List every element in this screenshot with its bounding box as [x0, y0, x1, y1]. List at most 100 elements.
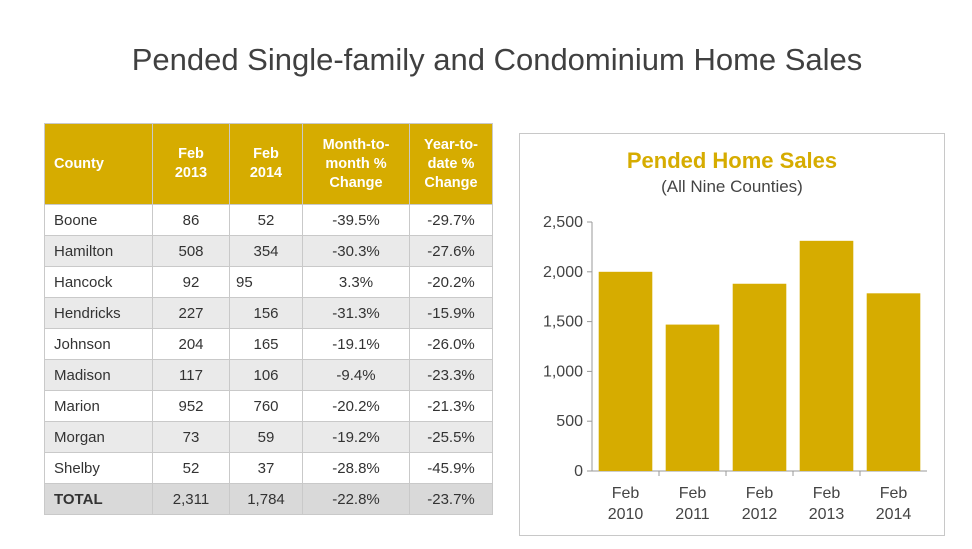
- cell-county: Boone: [44, 204, 153, 236]
- cell-feb-2014: 165: [229, 328, 303, 360]
- header-line: date %: [427, 155, 475, 172]
- cell-feb-2014: 156: [229, 297, 303, 329]
- y-tick-label: 500: [556, 413, 583, 430]
- x-tick-label: Feb: [813, 485, 841, 502]
- cell-month-change: -28.8%: [302, 452, 410, 484]
- cell-feb-2013: 92: [152, 266, 230, 298]
- header-year-to-date: Year-to- date % Change: [409, 123, 493, 205]
- bar: [665, 324, 720, 471]
- cell-feb-2013: 204: [152, 328, 230, 360]
- cell-feb-2013: 952: [152, 390, 230, 422]
- cell-feb-2014: 760: [229, 390, 303, 422]
- table-header-row: County Feb 2013 Feb 2014 Month-to- month…: [44, 123, 493, 205]
- table-row: Johnson 204 165 -19.1% -26.0%: [44, 328, 493, 360]
- x-tick-label: Feb: [880, 485, 908, 502]
- cell-county: Hamilton: [44, 235, 153, 267]
- header-line: Month-to-: [322, 136, 390, 153]
- bar: [799, 240, 854, 471]
- table-row: Marion 952 760 -20.2% -21.3%: [44, 390, 493, 422]
- cell-month-change: -9.4%: [302, 359, 410, 391]
- cell-ytd-change: -25.5%: [409, 421, 493, 453]
- table-total-row: TOTAL 2,311 1,784 -22.8% -23.7%: [44, 483, 493, 515]
- header-line: month %: [325, 155, 387, 172]
- cell-ytd-change: -27.6%: [409, 235, 493, 267]
- table-row: Hendricks 227 156 -31.3% -15.9%: [44, 297, 493, 329]
- header-line: Change: [424, 174, 478, 191]
- header-line: Feb: [178, 146, 204, 162]
- cell-ytd-change: -26.0%: [409, 328, 493, 360]
- bar: [732, 283, 787, 471]
- cell-ytd-change: -45.9%: [409, 452, 493, 484]
- bar: [598, 271, 653, 471]
- cell-month-change: -31.3%: [302, 297, 410, 329]
- cell-month-change: 3.3%: [302, 266, 410, 298]
- pended-sales-chart: Pended Home Sales (All Nine Counties) 0 5…: [519, 133, 945, 536]
- x-tick-label: 2012: [742, 506, 778, 523]
- cell-county: Shelby: [44, 452, 153, 484]
- cell-month-change: -19.2%: [302, 421, 410, 453]
- cell-feb-2013: 2,311: [152, 483, 230, 515]
- chart-subtitle: (All Nine Counties): [661, 177, 803, 196]
- y-tick-label: 2,000: [543, 264, 583, 281]
- table-row: Boone 86 52 -39.5% -29.7%: [44, 204, 493, 236]
- cell-ytd-change: -23.7%: [409, 483, 493, 515]
- x-tick-label: Feb: [612, 485, 640, 502]
- chart-plot: 0 500 1,000 1,500 2,000 2,500 Feb 2010 Feb 2011 Fe…: [543, 214, 927, 523]
- x-tick-label: Feb: [679, 485, 707, 502]
- cell-feb-2013: 508: [152, 235, 230, 267]
- cell-county: Marion: [44, 390, 153, 422]
- chart-title: Pended Home Sales: [626, 148, 838, 173]
- table-row: Morgan 73 59 -19.2% -25.5%: [44, 421, 493, 453]
- cell-ytd-change: -29.7%: [409, 204, 493, 236]
- x-tick-label: 2010: [608, 506, 644, 523]
- cell-county: Hendricks: [44, 297, 153, 329]
- y-tick-label: 1,000: [543, 363, 583, 380]
- cell-county: Madison: [44, 359, 153, 391]
- header-line: Feb: [253, 146, 279, 162]
- cell-county: TOTAL: [44, 483, 153, 515]
- header-feb-2013: Feb 2013: [152, 123, 230, 205]
- county-sales-table: County Feb 2013 Feb 2014 Month-to- month…: [44, 123, 493, 515]
- table-row: Hamilton 508 354 -30.3% -27.6%: [44, 235, 493, 267]
- cell-feb-2013: 227: [152, 297, 230, 329]
- cell-ytd-change: -23.3%: [409, 359, 493, 391]
- cell-month-change: -39.5%: [302, 204, 410, 236]
- cell-month-change: -30.3%: [302, 235, 410, 267]
- header-feb-2014: Feb 2014: [229, 123, 303, 205]
- cell-feb-2014: 52: [229, 204, 303, 236]
- cell-feb-2013: 86: [152, 204, 230, 236]
- cell-feb-2014: 354: [229, 235, 303, 267]
- x-tick-label: 2014: [876, 506, 912, 523]
- x-tick-label: 2011: [675, 506, 710, 523]
- y-tick-label: 0: [574, 463, 583, 480]
- cell-ytd-change: -21.3%: [409, 390, 493, 422]
- cell-feb-2013: 117: [152, 359, 230, 391]
- header-line: Year-to-: [424, 136, 478, 153]
- cell-month-change: -22.8%: [302, 483, 410, 515]
- cell-feb-2014: 1,784: [229, 483, 303, 515]
- cell-feb-2014: 106: [229, 359, 303, 391]
- table-row: Madison 117 106 -9.4% -23.3%: [44, 359, 493, 391]
- header-month-to-month: Month-to- month % Change: [302, 123, 410, 205]
- cell-month-change: -20.2%: [302, 390, 410, 422]
- slide-title: Pended Single-family and Condominium Hom…: [131, 42, 863, 77]
- header-county: County: [44, 123, 153, 205]
- cell-county: Morgan: [44, 421, 153, 453]
- cell-ytd-change: -20.2%: [409, 266, 493, 298]
- table-row: Shelby 52 37 -28.8% -45.9%: [44, 452, 493, 484]
- header-line: 2014: [249, 165, 283, 181]
- header-line: 2013: [174, 165, 208, 181]
- table-row: Hancock 92 95 3.3% -20.2%: [44, 266, 493, 298]
- bar: [866, 293, 921, 471]
- cell-county: Hancock: [44, 266, 153, 298]
- x-tick-label: Feb: [746, 485, 774, 502]
- cell-feb-2014: 37: [229, 452, 303, 484]
- header-line: Change: [329, 174, 383, 191]
- y-tick-label: 2,500: [543, 214, 583, 231]
- cell-ytd-change: -15.9%: [409, 297, 493, 329]
- cell-feb-2013: 73: [152, 421, 230, 453]
- cell-feb-2013: 52: [152, 452, 230, 484]
- y-tick-label: 1,500: [543, 314, 583, 331]
- x-tick-label: 2013: [809, 506, 845, 523]
- cell-county: Johnson: [44, 328, 153, 360]
